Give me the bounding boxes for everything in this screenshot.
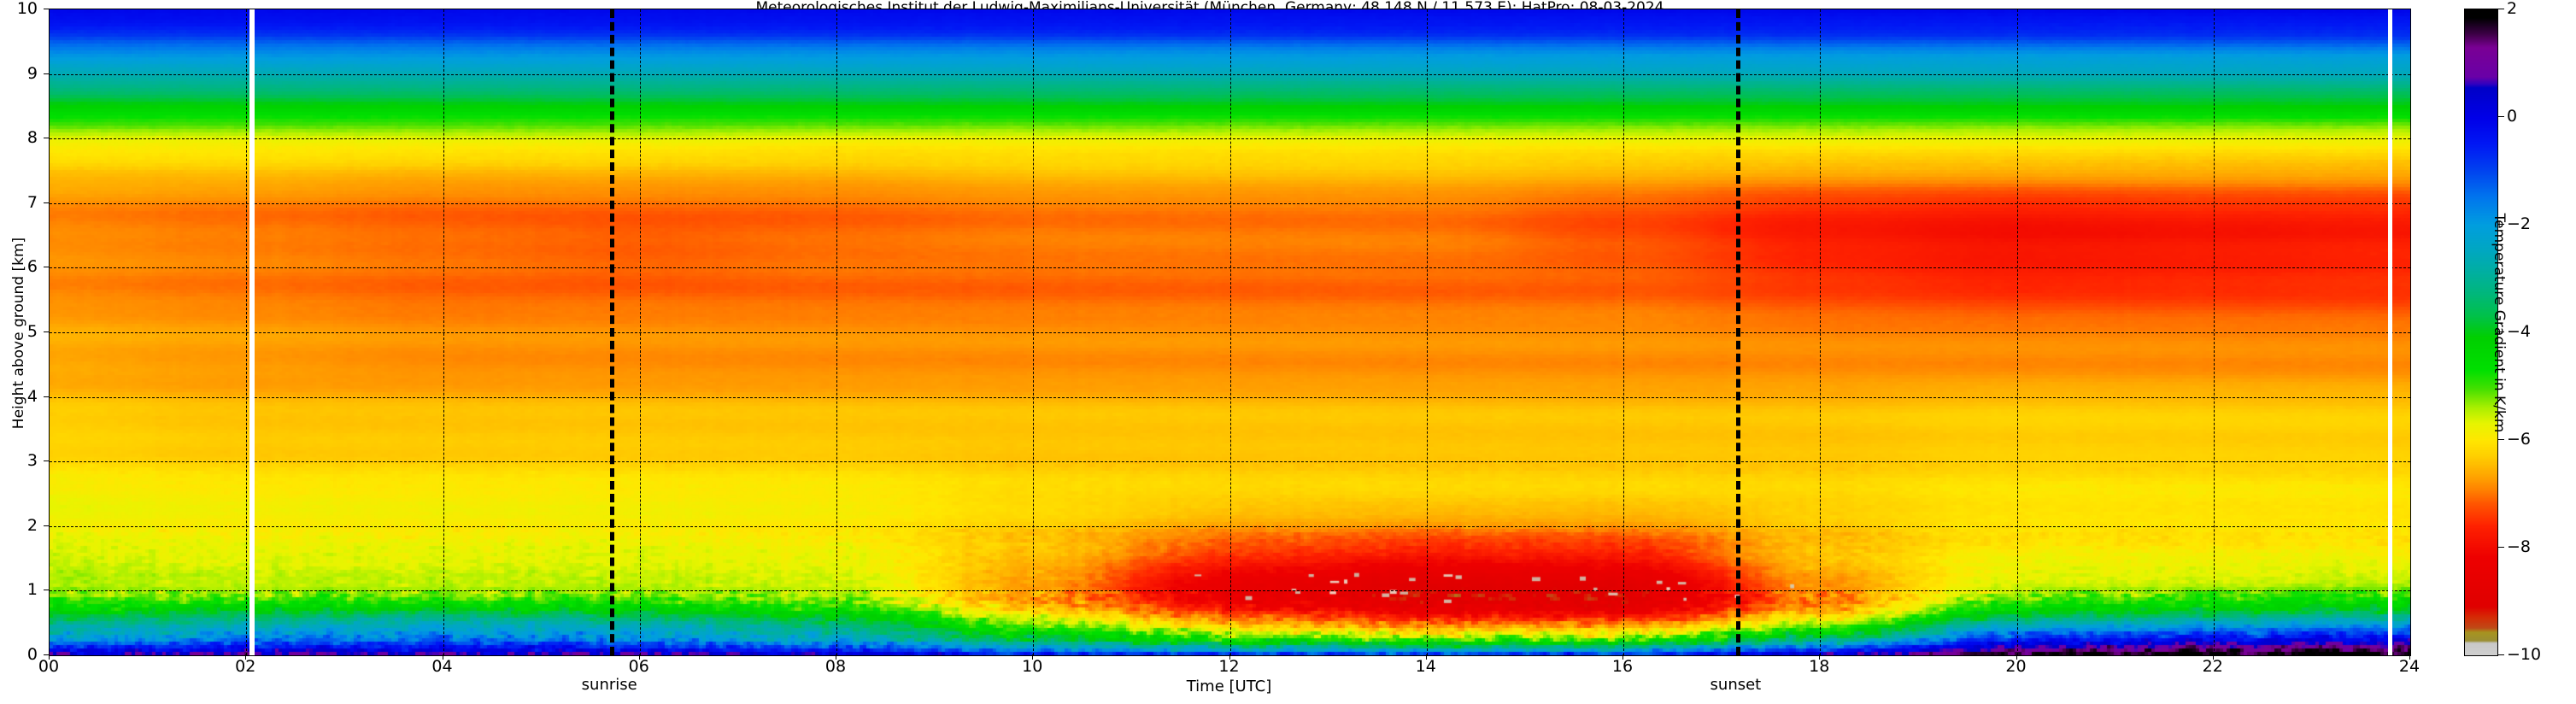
colorbar-tick-mark--2	[2497, 224, 2504, 225]
heatmap-plot-area	[49, 9, 2411, 656]
y-tick-label-3: 3	[26, 451, 38, 471]
colorbar-tick-label-2: 2	[2507, 0, 2518, 18]
y-tick-label-5: 5	[26, 322, 38, 341]
y-tick-mark-0	[44, 654, 49, 655]
y-tick-mark-5	[44, 331, 49, 332]
x-tick-label-12: 12	[1218, 657, 1240, 676]
x-tick-mark-16	[1622, 654, 1623, 660]
heatmap-canvas	[50, 9, 2410, 655]
x-axis-title: Time [UTC]	[1186, 678, 1272, 695]
x-tick-label-18: 18	[1809, 657, 1830, 676]
y-tick-label-2: 2	[26, 515, 38, 535]
y-tick-label-0: 0	[26, 645, 38, 664]
x-tick-label-02: 02	[235, 657, 256, 676]
colorbar-tick-label-0: 0	[2507, 107, 2518, 126]
x-tick-label-22: 22	[2202, 657, 2223, 676]
colorbar-tick-label--2: −2	[2507, 214, 2532, 233]
x-tick-label-00: 00	[38, 657, 60, 676]
x-tick-mark-02	[245, 654, 247, 660]
colorbar-tick-mark--4	[2497, 331, 2504, 332]
x-tick-mark-10	[1032, 654, 1034, 660]
y-tick-mark-2	[44, 525, 49, 526]
y-tick-label-4: 4	[26, 386, 38, 406]
colorbar-tick-mark-0	[2497, 116, 2504, 117]
x-tick-label-10: 10	[1022, 657, 1043, 676]
x-tick-mark-18	[1819, 654, 1821, 660]
colorbar: 2 0 −2 −4 −6 −8 −10	[2464, 1, 2541, 663]
x-tick-mark-14	[1425, 654, 1427, 660]
x-tick-mark-20	[2016, 654, 2017, 660]
colorbar-tick-label--8: −8	[2507, 537, 2532, 556]
colorbar-tick-mark--8	[2497, 547, 2504, 548]
data-gap-0	[249, 9, 255, 655]
y-tick-label-8: 8	[26, 128, 38, 148]
colorbar-tick-label--4: −4	[2507, 322, 2532, 341]
y-tick-label-6: 6	[26, 257, 38, 277]
colorbar-tick-label--10: −10	[2507, 645, 2542, 664]
colorbar-tick-mark--10	[2497, 654, 2504, 655]
colorbar-canvas	[2465, 9, 2497, 655]
y-tick-label-10: 10	[16, 0, 38, 18]
y-tick-label-9: 9	[26, 63, 38, 83]
x-tick-mark-22	[2212, 654, 2214, 660]
x-tick-label-08: 08	[824, 657, 847, 676]
y-tick-label-1: 1	[26, 580, 38, 600]
y-tick-mark-9	[44, 73, 49, 74]
x-tick-label-24: 24	[2398, 657, 2421, 676]
data-gap-1	[2387, 9, 2393, 655]
colorbar-tick-label--6: −6	[2507, 430, 2532, 449]
x-tick-mark-00	[49, 654, 50, 660]
x-tick-label-16: 16	[1611, 657, 1634, 676]
x-tick-label-20: 20	[2005, 657, 2027, 676]
y-tick-mark-4	[44, 396, 49, 397]
colorbar-gradient	[2464, 9, 2498, 656]
y-axis-title: Height above ground [km]	[10, 237, 27, 430]
y-tick-mark-7	[44, 202, 49, 203]
colorbar-title: Temperature Gradient in K/km	[2491, 213, 2508, 433]
colorbar-tick-mark--6	[2497, 439, 2504, 440]
sunrise-line	[610, 9, 615, 655]
sunrise-label: sunrise	[581, 676, 637, 694]
sunset-label: sunset	[1710, 676, 1762, 694]
x-tick-mark-24	[2409, 654, 2410, 660]
x-tick-label-06: 06	[628, 657, 649, 676]
x-tick-label-14: 14	[1415, 657, 1436, 676]
x-tick-mark-06	[638, 654, 640, 660]
sunset-line	[1736, 9, 1741, 655]
x-tick-mark-12	[1229, 654, 1230, 660]
y-tick-label-7: 7	[26, 192, 38, 212]
x-tick-label-04: 04	[431, 657, 453, 676]
